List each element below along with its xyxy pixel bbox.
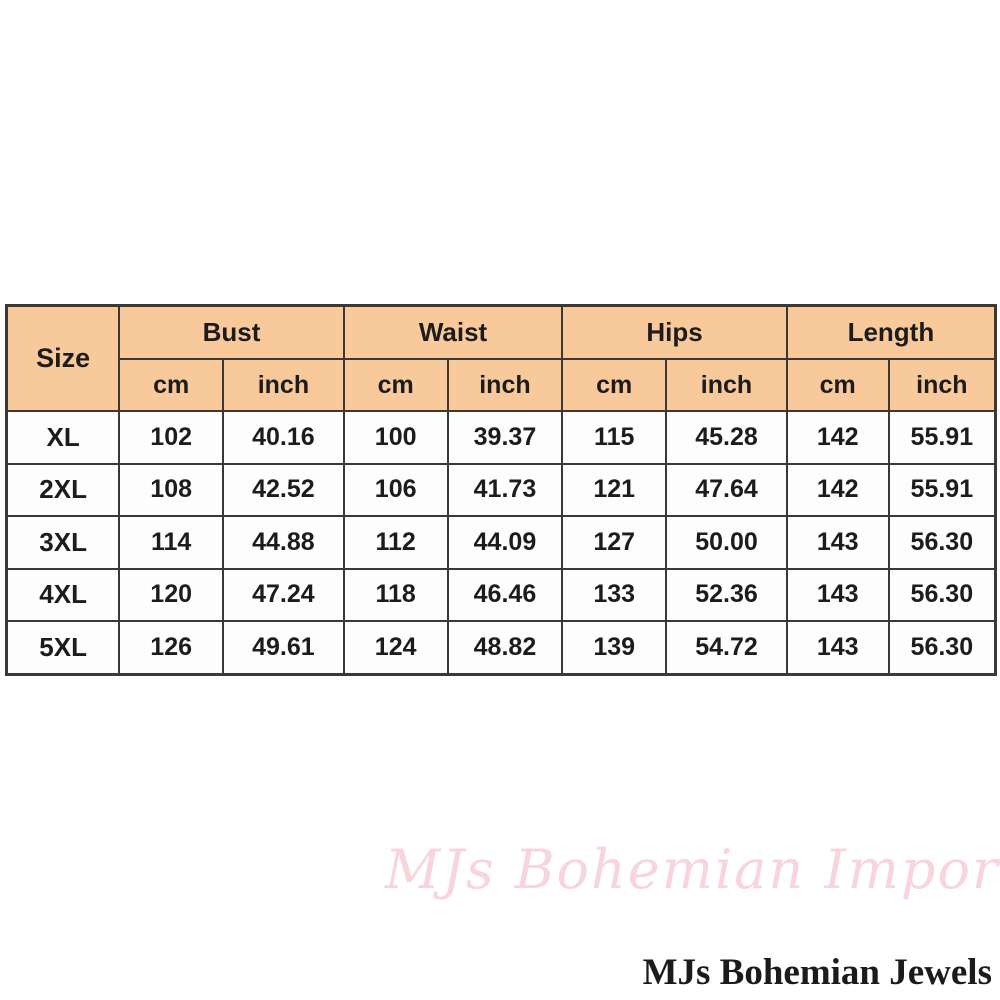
hips-cm-value: 115: [561, 410, 668, 465]
group-header-row: Size Bust Waist Hips Length: [5, 304, 997, 412]
hips-inch-value: 52.36: [665, 567, 788, 622]
waist-inch-header: inch: [446, 358, 564, 412]
watermark-text: MJs Bohemian Imports: [385, 838, 1000, 901]
bust-inch-value: 44.88: [222, 515, 345, 570]
table-row-3xl: 3XL 114 44.88 112 44.09 127 50.00 143 56…: [5, 515, 997, 570]
hips-cm-value: 133: [561, 567, 668, 622]
size-label: 4XL: [5, 567, 121, 622]
bust-inch-value: 40.16: [222, 410, 345, 465]
waist-inch-value: 46.46: [446, 567, 564, 622]
bust-cm-value: 126: [118, 620, 225, 675]
table-row-xl: XL 102 40.16 100 39.37 115 45.28 142 55.…: [5, 410, 997, 465]
hips-inch-value: 50.00: [665, 515, 788, 570]
hips-cm-value: 121: [561, 462, 668, 517]
size-column-header: Size: [5, 304, 121, 412]
bust-cm-value: 114: [118, 515, 225, 570]
length-inch-value: 55.91: [887, 462, 997, 517]
bust-inch-value: 42.52: [222, 462, 345, 517]
bust-inch-value: 47.24: [222, 567, 345, 622]
waist-cm-value: 112: [342, 515, 449, 570]
hips-cm-value: 127: [561, 515, 668, 570]
length-inch-header: inch: [887, 358, 997, 412]
length-cm-value: 142: [785, 410, 890, 465]
waist-cm-value: 118: [342, 567, 449, 622]
waist-inch-value: 44.09: [446, 515, 564, 570]
size-chart-table: Size Bust Waist Hips Length cm inch cm i…: [5, 304, 997, 676]
waist-inch-value: 39.37: [446, 410, 564, 465]
bust-inch-header: inch: [222, 358, 345, 412]
bust-inch-value: 49.61: [222, 620, 345, 675]
waist-group-header: Waist: [342, 304, 564, 360]
length-cm-value: 143: [785, 567, 890, 622]
size-label: XL: [5, 410, 121, 465]
length-inch-value: 55.91: [887, 410, 997, 465]
length-cm-value: 143: [785, 620, 890, 675]
table-row-5xl: 5XL 126 49.61 124 48.82 139 54.72 143 56…: [5, 620, 997, 675]
length-group-header: Length: [785, 304, 997, 360]
length-cm-header: cm: [785, 358, 890, 412]
length-cm-value: 143: [785, 515, 890, 570]
bust-cm-value: 102: [118, 410, 225, 465]
bust-cm-value: 108: [118, 462, 225, 517]
hips-group-header: Hips: [561, 304, 788, 360]
waist-inch-value: 41.73: [446, 462, 564, 517]
hips-inch-value: 45.28: [665, 410, 788, 465]
waist-cm-value: 100: [342, 410, 449, 465]
table-row-2xl: 2XL 108 42.52 106 41.73 121 47.64 142 55…: [5, 462, 997, 517]
length-cm-value: 142: [785, 462, 890, 517]
hips-inch-value: 54.72: [665, 620, 788, 675]
length-inch-value: 56.30: [887, 515, 997, 570]
table-row-4xl: 4XL 120 47.24 118 46.46 133 52.36 143 56…: [5, 567, 997, 622]
hips-inch-header: inch: [665, 358, 788, 412]
hips-cm-header: cm: [561, 358, 668, 412]
size-label: 3XL: [5, 515, 121, 570]
bust-cm-value: 120: [118, 567, 225, 622]
waist-cm-header: cm: [342, 358, 449, 412]
brand-footer-text: MJs Bohemian Jewels: [642, 952, 992, 993]
hips-cm-value: 139: [561, 620, 668, 675]
bust-cm-header: cm: [118, 358, 225, 412]
length-inch-value: 56.30: [887, 567, 997, 622]
bust-group-header: Bust: [118, 304, 345, 360]
unit-header-row: cm inch cm inch cm inch cm inch: [7, 358, 997, 412]
waist-inch-value: 48.82: [446, 620, 564, 675]
size-label: 2XL: [5, 462, 121, 517]
waist-cm-value: 106: [342, 462, 449, 517]
size-label: 5XL: [5, 620, 121, 675]
hips-inch-value: 47.64: [665, 462, 788, 517]
length-inch-value: 56.30: [887, 620, 997, 675]
waist-cm-value: 124: [342, 620, 449, 675]
